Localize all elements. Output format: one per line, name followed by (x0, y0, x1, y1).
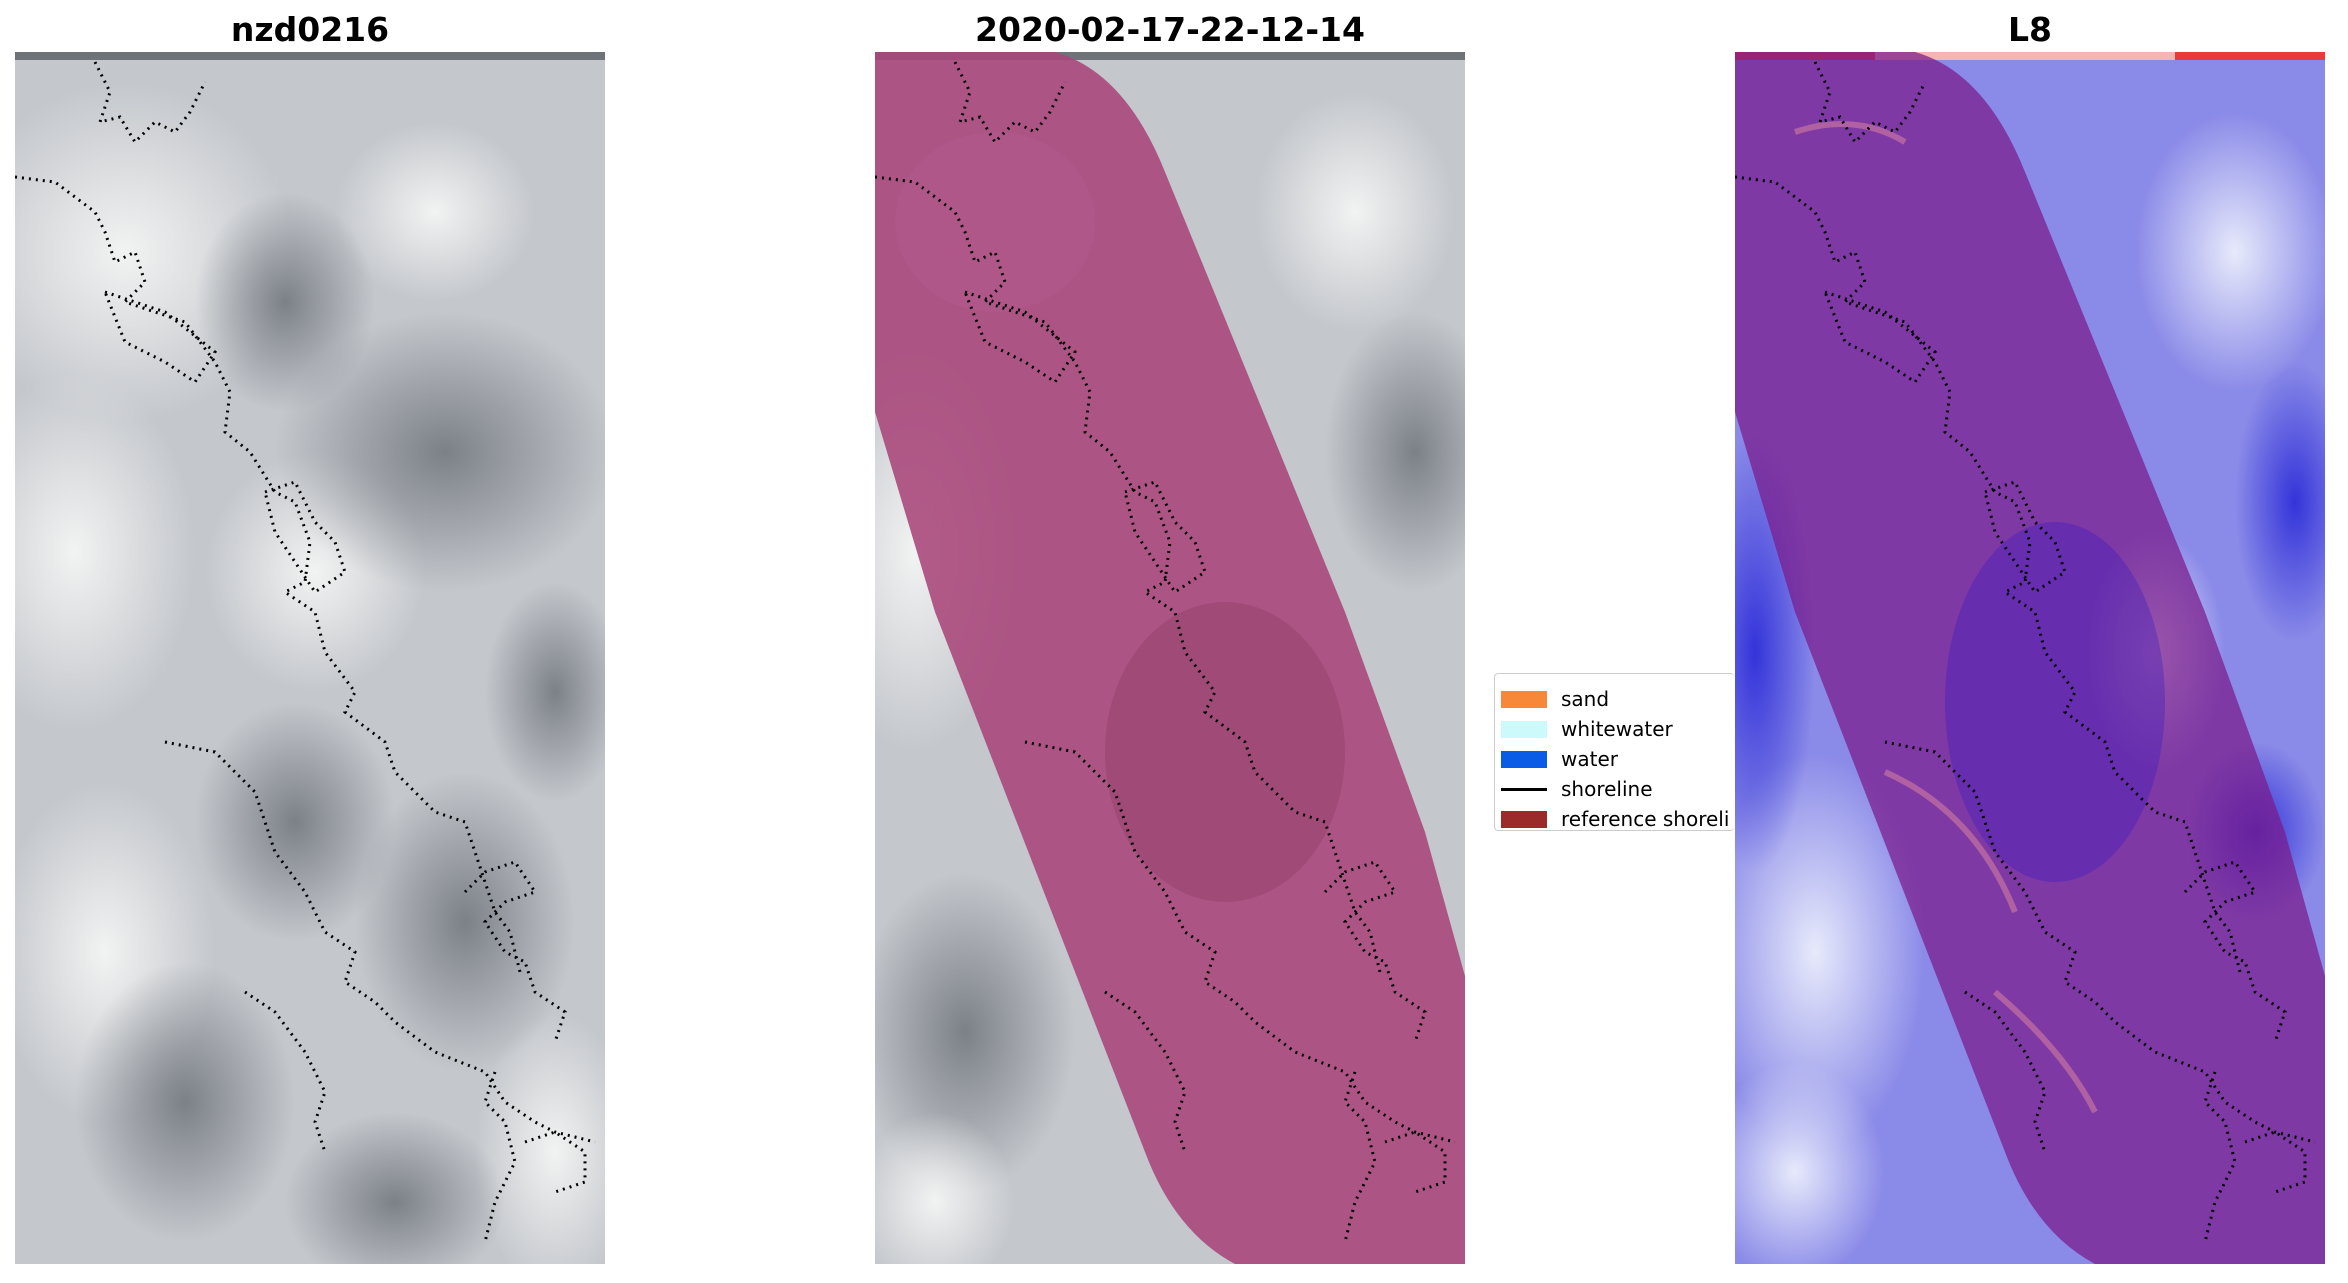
panel-title-ndwi: L8 (2008, 10, 2052, 49)
legend-label-water: water (1561, 747, 1618, 771)
whitewater-swatch (1501, 721, 1547, 738)
legend-label-sand: sand (1561, 687, 1610, 711)
sand-swatch (1501, 691, 1547, 708)
shoreline-line-sample (1501, 788, 1547, 791)
panel-title-classified: 2020-02-17-22-12-14 (975, 10, 1365, 49)
classified-image-panel (875, 52, 1465, 1264)
legend-label-reference-shoreline: reference shoreli (1561, 807, 1730, 831)
panel-title-rgb: nzd0216 (230, 10, 390, 49)
rgb-image (15, 52, 605, 1264)
water-swatch (1501, 751, 1547, 768)
reference-shoreline-overlay (875, 52, 1465, 1264)
legend-label-whitewater: whitewater (1561, 717, 1673, 741)
reference-shoreline-swatch (1501, 811, 1547, 828)
ndwi-image (1735, 52, 2325, 1264)
legend-label-shoreline: shoreline (1561, 777, 1653, 801)
ndwi-image-panel (1735, 52, 2325, 1264)
classified-image (875, 52, 1465, 1264)
legend: sand whitewater water shoreline referenc… (1494, 673, 1734, 831)
rgb-image-panel (15, 52, 605, 1264)
reference-shoreline-overlay-ndwi (1735, 52, 2325, 1264)
